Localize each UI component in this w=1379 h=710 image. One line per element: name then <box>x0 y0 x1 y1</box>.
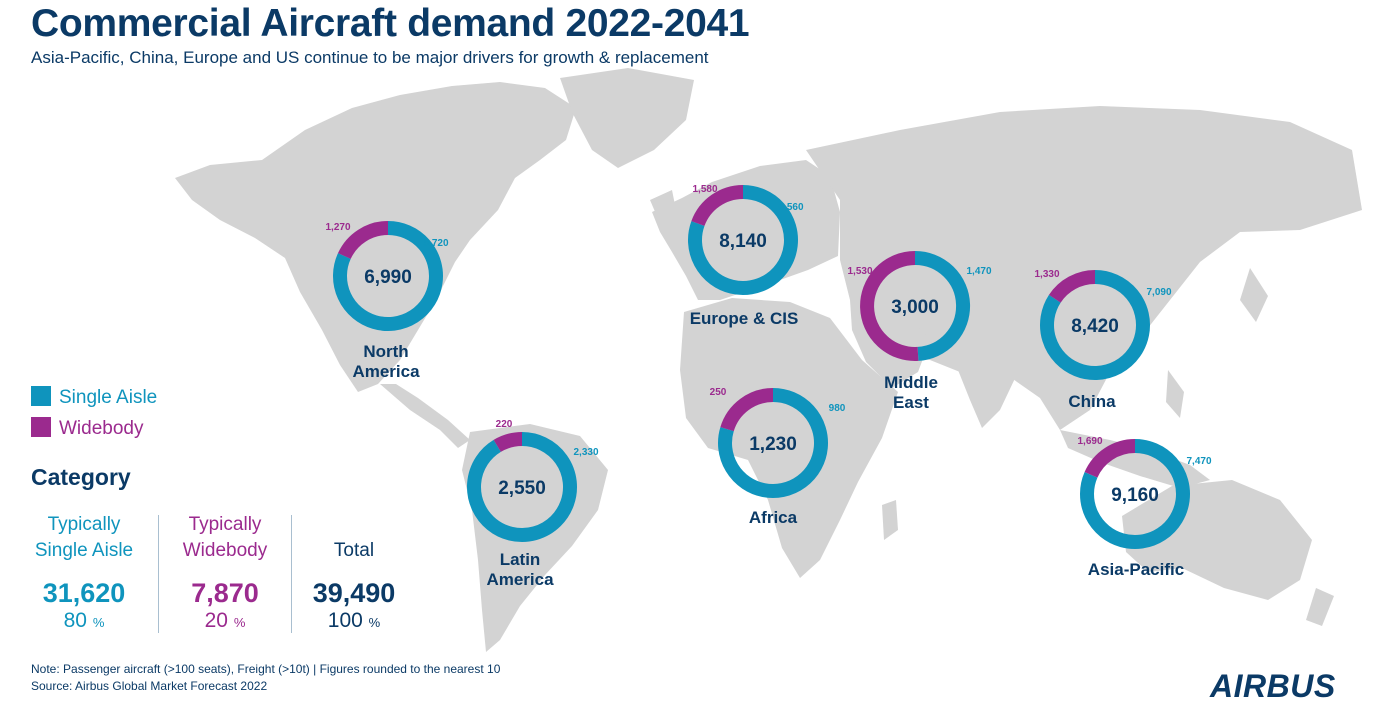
widebody-value-label: 220 <box>496 419 513 430</box>
region-name-label: Latin <box>500 550 541 569</box>
philippines-land <box>1166 370 1184 418</box>
single-aisle-value-label: 7,090 <box>1146 287 1171 298</box>
page-title: Commercial Aircraft demand 2022-2041 <box>31 2 750 45</box>
single-aisle-value-label: 5,720 <box>423 238 448 249</box>
india-land <box>958 338 1018 428</box>
central-america-land <box>380 384 470 448</box>
donut-widebody-slice <box>337 221 389 260</box>
legend-widebody: Widebody <box>31 417 144 440</box>
legend-label: Single Aisle <box>59 387 158 408</box>
category-widebody: Typically Widebody 7,870 20 % <box>163 512 287 636</box>
donut-widebody-slice <box>691 185 744 227</box>
widebody-value-label: 1,580 <box>692 184 717 195</box>
category-head-line2: Single Aisle <box>34 540 134 561</box>
single-aisle-swatch <box>31 386 51 406</box>
region-name-label: Asia-Pacific <box>1088 560 1184 579</box>
donut-total-label: 6,990 <box>364 267 412 288</box>
donut-single-aisle-slice <box>688 185 798 295</box>
category-divider <box>158 515 159 633</box>
legend-label: Widebody <box>59 418 144 439</box>
percent-unit: % <box>92 615 105 630</box>
category-value: 7,870 <box>191 578 259 608</box>
new-zealand-land <box>1306 588 1334 626</box>
donut-single-aisle-slice <box>467 432 577 542</box>
donut-single-aisle-slice <box>914 251 971 361</box>
arctic-islands-land <box>418 88 488 128</box>
donut-single-aisle-slice <box>333 221 443 331</box>
airbus-logo: AIRBUS <box>1210 668 1336 704</box>
category-head-line1: Typically <box>47 514 121 535</box>
widebody-value-label: 1,270 <box>325 222 350 233</box>
region-name-label: China <box>1068 392 1116 411</box>
donut-widebody-slice <box>860 251 919 361</box>
region-name-label: Middle <box>884 373 938 392</box>
madagascar-land <box>882 500 898 540</box>
widebody-value-label: 1,530 <box>847 266 872 277</box>
category-head-line2: Total <box>333 540 375 561</box>
category-percent: 20 <box>204 609 228 632</box>
single-aisle-value-label: 6,560 <box>778 202 803 213</box>
donut-single-aisle-slice <box>1040 270 1150 380</box>
category-percent: 100 <box>327 609 363 632</box>
percent-unit: % <box>368 615 381 630</box>
category-head-line1: Typically <box>188 514 262 535</box>
category-value: 39,490 <box>312 578 396 608</box>
donut-single-aisle-slice <box>1080 439 1190 549</box>
percent-unit: % <box>233 615 246 630</box>
single-aisle-value-label: 980 <box>829 403 846 414</box>
donut-total-label: 1,230 <box>749 434 797 455</box>
donut-single-aisle-slice <box>718 388 828 498</box>
donut-total-label: 8,140 <box>719 231 767 252</box>
region-name-label: Africa <box>749 508 798 527</box>
donut-widebody-slice <box>1048 270 1096 303</box>
donut-total-label: 8,420 <box>1071 316 1119 337</box>
legend-single-aisle: Single Aisle <box>31 386 157 409</box>
donut-total-label: 3,000 <box>891 297 939 318</box>
iceland-land <box>650 190 676 214</box>
single-aisle-value-label: 1,470 <box>966 266 991 277</box>
region-name-label: East <box>893 393 929 412</box>
widebody-value-label: 1,690 <box>1077 436 1102 447</box>
donut-total-label: 9,160 <box>1111 485 1159 506</box>
source-line: Source: Airbus Global Market Forecast 20… <box>31 679 268 693</box>
japan-land <box>1240 268 1268 322</box>
donut-widebody-slice <box>720 388 774 432</box>
widebody-value-label: 250 <box>710 387 727 398</box>
africa-land <box>680 298 898 578</box>
category-head-line2: Widebody <box>182 540 268 561</box>
donut-widebody-slice <box>1084 439 1136 478</box>
category-value: 31,620 <box>42 578 126 608</box>
europe-land <box>652 160 840 300</box>
category-total: Total 39,490 100 % <box>296 512 412 636</box>
australia-land <box>1122 480 1312 600</box>
north-america-land <box>175 82 576 392</box>
widebody-swatch <box>31 417 51 437</box>
region-donut-charts: 6,9901,2705,720NorthAmerica2,5502202,330… <box>325 184 1211 589</box>
single-aisle-value-label: 7,470 <box>1186 456 1211 467</box>
region-name-label: North <box>363 342 408 361</box>
region-name-label: America <box>486 570 554 589</box>
category-percent: 80 <box>63 609 87 632</box>
category-single-aisle: Typically Single Aisle 31,620 80 % <box>22 512 146 636</box>
donut-widebody-slice <box>493 432 523 453</box>
region-name-label: Europe & CIS <box>690 309 799 328</box>
category-divider <box>291 515 292 633</box>
note-line: Note: Passenger aircraft (>100 seats), F… <box>31 662 501 676</box>
widebody-value-label: 1,330 <box>1034 269 1059 280</box>
greenland-land <box>560 68 694 168</box>
donut-total-label: 2,550 <box>498 478 546 499</box>
single-aisle-value-label: 2,330 <box>573 447 598 458</box>
footnote: Note: Passenger aircraft (>100 seats), F… <box>31 661 500 695</box>
page-subtitle: Asia-Pacific, China, Europe and US conti… <box>31 48 709 67</box>
category-title: Category <box>31 464 131 490</box>
region-name-label: America <box>352 362 420 381</box>
